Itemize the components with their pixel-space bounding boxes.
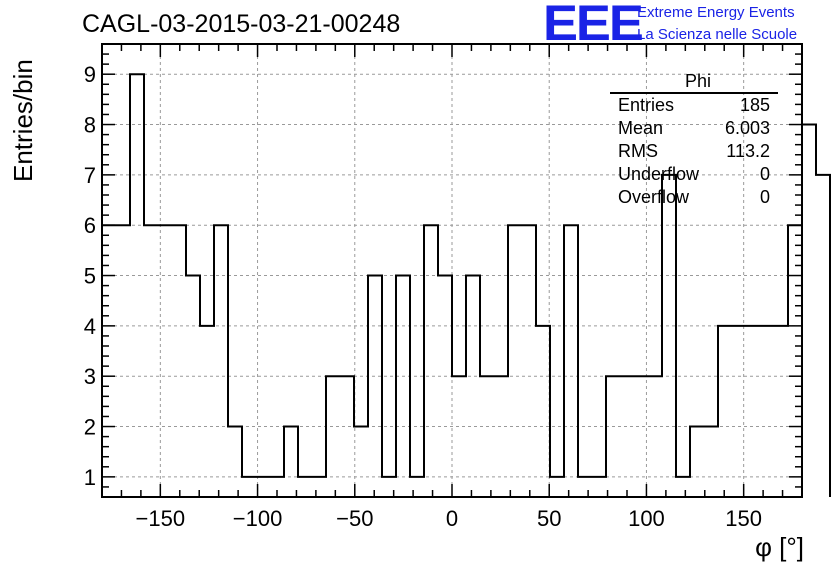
histogram-bin: [760, 326, 774, 497]
histogram-bin: [718, 326, 732, 497]
stats-value: 185: [739, 95, 770, 115]
stats-row-mean: Mean 6.003: [610, 117, 778, 140]
x-tick-label: 0: [446, 506, 458, 531]
histogram-bin: [340, 376, 354, 497]
x-tick-label: −100: [233, 506, 283, 531]
stats-value: 6.003: [724, 118, 770, 138]
y-tick-label: 8: [84, 113, 96, 138]
histogram-bin: [466, 276, 480, 497]
histogram-bin: [228, 427, 242, 497]
histogram-bin: [620, 376, 634, 497]
histogram-bin: [564, 225, 578, 497]
y-tick-label: 1: [84, 465, 96, 490]
y-axis-label: Entries/bin: [8, 59, 38, 182]
stats-value: 0: [759, 187, 770, 207]
stats-key: Overflow: [618, 187, 690, 207]
logo-subtitle-1: Extreme Energy Events: [637, 4, 795, 21]
x-tick-label: −150: [136, 506, 186, 531]
chart-title: CAGL-03-2015-03-21-00248: [82, 10, 401, 38]
stats-key: Underflow: [618, 164, 700, 184]
histogram-bin: [354, 427, 368, 497]
histogram-bin: [494, 376, 508, 497]
histogram-bin: [690, 427, 704, 497]
histogram-bin: [536, 326, 550, 497]
histogram-bin: [774, 326, 788, 497]
histogram-bin: [116, 225, 130, 497]
histogram-bin: [368, 276, 382, 497]
histogram-bin: [130, 74, 144, 497]
histogram-bin: [550, 477, 564, 497]
histogram-bin: [200, 326, 214, 497]
histogram-bin: [144, 225, 158, 497]
histogram-bin: [452, 376, 466, 497]
histogram-bin: [634, 376, 648, 497]
histogram-bin: [172, 225, 186, 497]
histogram-bin: [802, 125, 816, 497]
histogram-bin: [732, 326, 746, 497]
histogram-bin: [606, 376, 620, 497]
histogram-bin: [508, 225, 522, 497]
y-tick-label: 7: [84, 163, 96, 188]
stats-box: Phi Entries 185 Mean 6.003 RMS 113.2 Und…: [610, 70, 778, 209]
y-tick-label: 4: [84, 314, 96, 339]
histogram-bin: [676, 477, 690, 497]
stats-key: Mean: [618, 118, 664, 138]
stats-row-rms: RMS 113.2: [610, 140, 778, 163]
histogram-bin: [704, 427, 718, 497]
histogram-bin: [746, 326, 760, 497]
histogram-bin: [578, 477, 592, 497]
histogram-bin: [480, 376, 494, 497]
histogram-bin: [424, 225, 438, 497]
y-tick-label: 6: [84, 213, 96, 238]
x-tick-label: −50: [336, 506, 373, 531]
logo-subtitle-2: La Scienza nelle Scuole: [637, 26, 798, 43]
histogram-outline: [101, 73, 831, 497]
histogram-bin: [410, 477, 424, 497]
histogram-bin: [662, 175, 676, 497]
stats-value: 0: [759, 164, 770, 184]
stats-key: Entries: [618, 95, 675, 115]
x-tick-label: 100: [628, 506, 665, 531]
histogram-bin: [312, 477, 326, 497]
stats-row-entries: Entries 185: [610, 94, 778, 117]
y-tick-label: 3: [84, 364, 96, 389]
histogram-bin: [214, 225, 228, 497]
y-tick-label: 5: [84, 264, 96, 289]
histogram-bin: [816, 175, 830, 497]
stats-value: 113.2: [726, 141, 770, 161]
stats-row-underflow: Underflow 0: [610, 163, 778, 186]
histogram-bin: [284, 427, 298, 497]
histogram-bin: [158, 225, 172, 497]
stats-title: Phi: [610, 70, 778, 94]
histogram-bin: [396, 276, 410, 497]
histogram-bin: [242, 477, 256, 497]
histogram-bin: [522, 225, 536, 497]
eee-logo: EEE: [543, 0, 644, 51]
histogram-bin: [648, 376, 662, 497]
x-tick-label: 150: [725, 506, 762, 531]
histogram-bin: [438, 276, 452, 497]
stats-key: RMS: [618, 141, 658, 161]
stats-row-overflow: Overflow 0: [610, 186, 778, 209]
y-tick-label: 9: [84, 62, 96, 87]
x-tick-label: 50: [537, 506, 561, 531]
histogram-bin: [186, 276, 200, 497]
histogram-bin: [298, 477, 312, 497]
x-axis-label: φ [°]: [755, 532, 804, 562]
histogram-bin: [592, 477, 606, 497]
y-tick-label: 2: [84, 415, 96, 440]
histogram-bin: [326, 376, 340, 497]
